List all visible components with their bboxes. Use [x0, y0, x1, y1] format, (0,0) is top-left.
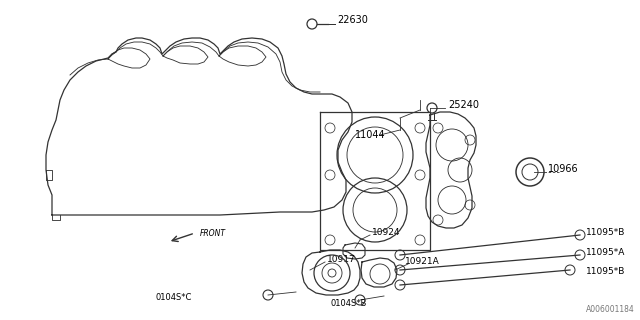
Text: 10917: 10917	[327, 255, 356, 265]
Text: 11044: 11044	[355, 130, 386, 140]
Text: 22630: 22630	[337, 15, 368, 25]
Text: 10966: 10966	[548, 164, 579, 174]
Text: 10921A: 10921A	[405, 257, 440, 266]
Text: A006001184: A006001184	[586, 305, 635, 314]
Text: 25240: 25240	[448, 100, 479, 110]
Text: 0104S*C: 0104S*C	[155, 293, 191, 302]
Text: FRONT: FRONT	[200, 228, 226, 237]
Text: 11095*A: 11095*A	[586, 247, 625, 257]
Text: 0104S*B: 0104S*B	[330, 299, 366, 308]
Text: 11095*B: 11095*B	[586, 228, 625, 236]
Text: 10924: 10924	[372, 228, 401, 236]
Text: 11095*B: 11095*B	[586, 268, 625, 276]
